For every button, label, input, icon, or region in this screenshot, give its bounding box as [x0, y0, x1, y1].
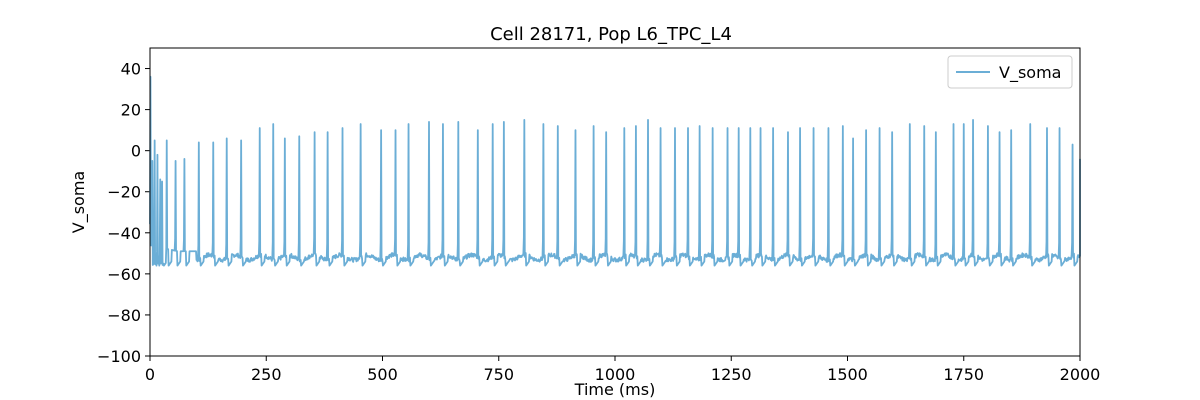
x-tick-label: 1250: [711, 365, 752, 384]
y-tick-label: 40: [121, 60, 141, 79]
y-tick-label: 0: [131, 142, 141, 161]
x-tick-label: 250: [251, 365, 282, 384]
series-line-v-soma: [149, 75, 1081, 267]
y-tick-label: −100: [97, 347, 141, 366]
legend-box: [947, 55, 1073, 89]
y-tick-label: −60: [107, 265, 141, 284]
y-tick-label: −80: [107, 306, 141, 325]
legend: V_soma: [947, 55, 1073, 89]
x-axis-ticks: 0 250 500 750 1000 1250 1500 1750 2000: [145, 356, 1100, 384]
plot-area: [149, 75, 1081, 267]
x-tick-label: 2000: [1060, 365, 1101, 384]
y-tick-label: 20: [121, 101, 141, 120]
plot-frame: [149, 47, 1081, 357]
x-tick-label: 1750: [943, 365, 984, 384]
legend-label: V_soma: [999, 63, 1061, 83]
x-tick-label: 1500: [827, 365, 868, 384]
x-axis-label: Time (ms): [574, 380, 656, 399]
y-tick-label: −20: [107, 183, 141, 202]
y-axis-label: V_soma: [69, 171, 89, 233]
y-tick-label: −40: [107, 224, 141, 243]
chart-title: Cell 28171, Pop L6_TPC_L4: [490, 24, 732, 45]
x-tick-label: 0: [145, 365, 155, 384]
x-tick-label: 500: [367, 365, 398, 384]
y-axis-ticks: −100 −80 −60 −40 −20 0 20 40: [97, 60, 150, 366]
x-tick-label: 1000: [595, 365, 636, 384]
x-tick-label: 750: [483, 365, 514, 384]
